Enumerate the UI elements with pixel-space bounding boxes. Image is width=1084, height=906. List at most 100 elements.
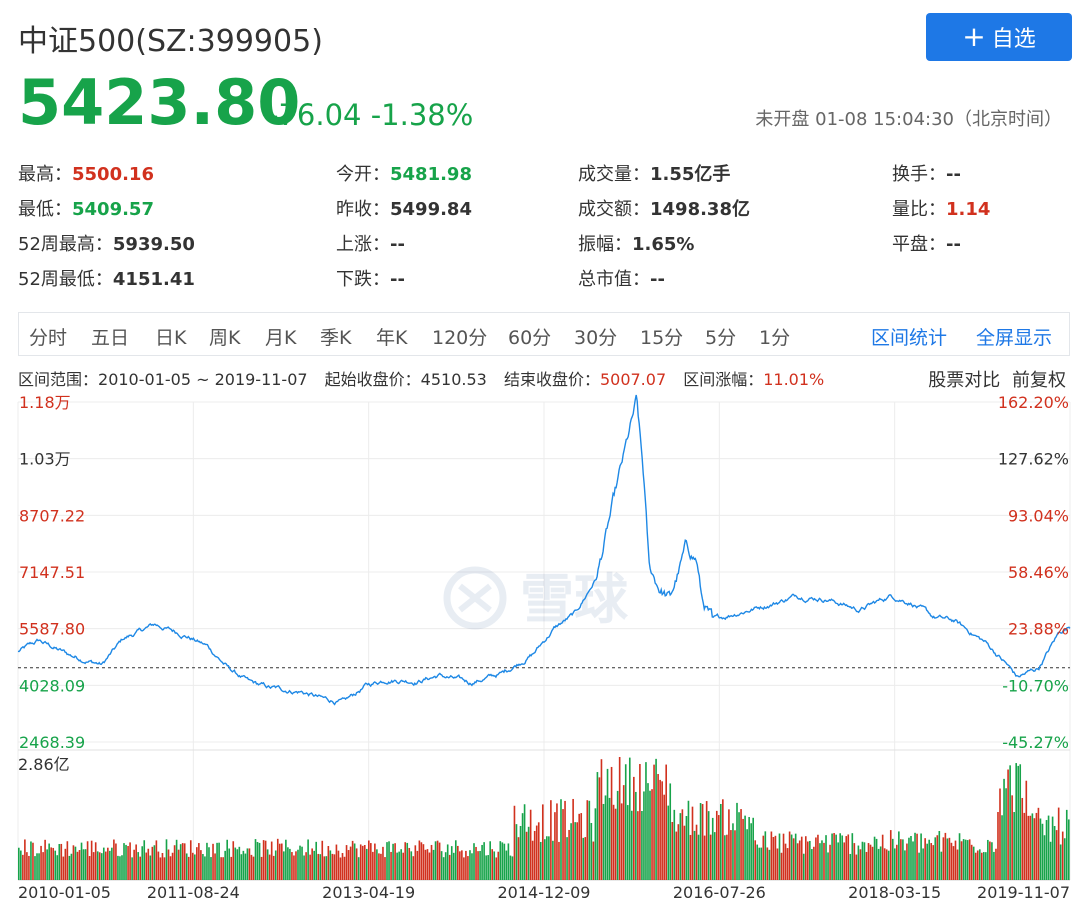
volume-bar	[586, 800, 589, 880]
volume-bar	[463, 857, 465, 880]
volume-bar	[717, 815, 720, 880]
volume-bar	[78, 850, 81, 880]
xueqiu-watermark: 雪球	[443, 566, 629, 631]
volume-bar	[179, 844, 182, 880]
add-watchlist-button[interactable]: + 自选	[926, 13, 1072, 61]
volume-bar	[1027, 815, 1030, 880]
volume-bar	[663, 794, 665, 880]
volume-bar	[784, 843, 787, 880]
volume-bar	[1021, 797, 1024, 880]
tab-120min[interactable]: 120分	[432, 327, 488, 349]
y-axis-right: 162.20% 127.62% 93.04% 58.46% 23.88% -10.70% -…	[998, 393, 1069, 752]
volume-bar	[276, 838, 279, 880]
tab-weekly-k[interactable]: 周K	[209, 327, 241, 349]
adjust-type-button[interactable]: 前复权	[1012, 370, 1066, 391]
volume-bar	[788, 831, 791, 880]
volume-bar	[596, 772, 599, 880]
quote-unchanged: 平盘：--	[892, 234, 961, 255]
volume-bar	[264, 840, 267, 880]
volume-bar	[523, 804, 526, 880]
volume-bar	[509, 855, 512, 880]
tab-5day[interactable]: 五日	[91, 327, 130, 349]
volume-bar	[987, 839, 989, 880]
range-stats-link[interactable]: 区间统计	[871, 327, 948, 349]
volume-bar	[497, 851, 500, 880]
tab-yearly-k[interactable]: 年K	[376, 327, 408, 349]
volume-bar	[651, 789, 653, 880]
volume-bar	[776, 848, 779, 880]
tab-30min[interactable]: 30分	[574, 327, 618, 349]
volume-bar	[370, 843, 372, 880]
volume-bar	[556, 803, 558, 880]
volume-bar	[780, 852, 783, 880]
tab-quarterly-k[interactable]: 季K	[320, 327, 352, 349]
volume-bar	[505, 850, 508, 880]
y-tick-right: -10.70%	[1002, 676, 1069, 695]
volume-bar	[620, 803, 623, 880]
volume-bar	[853, 843, 856, 880]
volume-bar	[857, 845, 860, 880]
volume-bar	[153, 845, 156, 880]
volume-bar	[930, 843, 933, 880]
volume-bar	[347, 850, 350, 880]
volume-bar	[473, 843, 475, 880]
volume-bar	[414, 845, 417, 880]
volume-bar	[337, 850, 340, 880]
volume-bar	[321, 840, 324, 880]
volume-bar	[98, 852, 101, 880]
volume-bar	[1031, 813, 1034, 880]
volume-bar	[196, 847, 198, 880]
volume-bar	[659, 779, 661, 880]
volume-bar	[576, 822, 578, 880]
volume-bar	[724, 835, 726, 880]
volume-bar	[796, 843, 799, 880]
volume-bar	[400, 849, 402, 880]
tab-daily-k[interactable]: 日K	[155, 327, 187, 349]
volume-bar	[459, 851, 461, 880]
volume-bar	[467, 856, 469, 880]
price-chart[interactable]: 雪球 1.18万 1.03万 8707.22 7147.51 5587.80 4028.0…	[0, 390, 1084, 906]
tab-60min[interactable]: 60分	[508, 327, 552, 349]
volume-bar	[1023, 812, 1026, 880]
tab-intraday[interactable]: 分时	[29, 327, 68, 349]
volume-bar	[42, 852, 44, 880]
volume-bar	[922, 848, 924, 880]
volume-bar	[232, 841, 235, 880]
volume-bar	[758, 847, 761, 880]
volume-bar	[357, 857, 360, 880]
volume-bar	[869, 844, 872, 880]
volume-bar	[327, 846, 330, 880]
volume-bar	[819, 843, 821, 880]
volume-bar	[185, 853, 188, 880]
tab-monthly-k[interactable]: 月K	[265, 327, 297, 349]
volume-bar	[760, 847, 763, 880]
tab-1min[interactable]: 1分	[759, 327, 791, 349]
fullscreen-link[interactable]: 全屏显示	[976, 327, 1053, 349]
y-tick-left: 5587.80	[19, 620, 85, 639]
tab-15min[interactable]: 15分	[640, 327, 684, 349]
volume-bar	[363, 845, 366, 880]
volume-bar	[600, 759, 603, 880]
volume-bar	[934, 837, 937, 880]
volume-bar	[815, 837, 817, 880]
volume-bar	[875, 838, 878, 880]
volume-bar	[216, 842, 218, 880]
volume-bar	[720, 804, 722, 880]
volume-bar	[143, 840, 146, 880]
volume-bar	[622, 785, 625, 880]
quote-amplitude: 振幅：1.65%	[578, 234, 695, 255]
volume-bar	[44, 839, 46, 880]
volume-bar	[88, 856, 91, 880]
volume-bar	[52, 847, 55, 880]
volume-bar	[554, 812, 556, 880]
tab-5min[interactable]: 5分	[705, 327, 737, 349]
volume-bar	[503, 843, 506, 880]
volume-bar	[655, 758, 657, 880]
volume-bar	[997, 812, 999, 880]
compare-stocks-button[interactable]: 股票对比	[928, 370, 1001, 391]
volume-bar	[893, 848, 896, 880]
volume-bar	[976, 850, 979, 880]
volume-bar	[835, 834, 837, 880]
volume-bar	[147, 848, 150, 880]
volume-bar	[133, 849, 135, 880]
